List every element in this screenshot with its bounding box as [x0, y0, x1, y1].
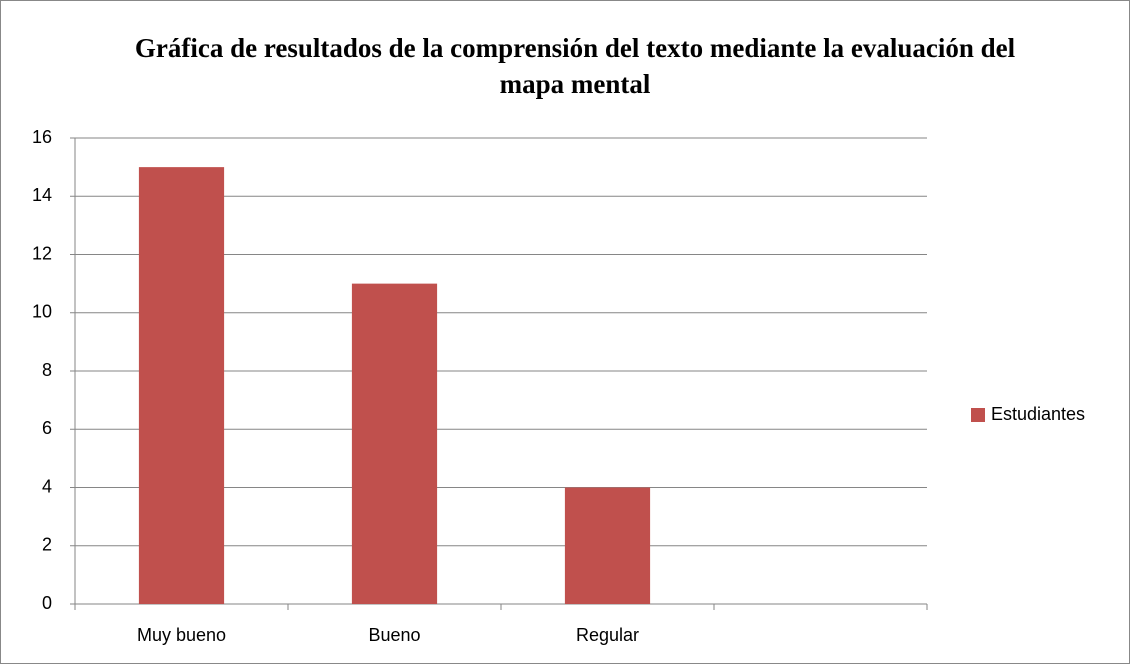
y-tick-label: 6 [42, 418, 52, 438]
y-tick-label: 10 [32, 302, 52, 322]
chart-title: Gráfica de resultados de la comprensión … [134, 33, 1016, 99]
y-tick-label: 2 [42, 535, 52, 555]
bar [564, 487, 651, 604]
x-tick-label: Muy bueno [137, 625, 226, 645]
y-tick-label: 14 [32, 185, 52, 205]
x-tick-label: Regular [576, 625, 639, 645]
legend-swatch [971, 408, 985, 422]
y-tick-label: 0 [42, 593, 52, 613]
y-tick-label: 4 [42, 476, 52, 496]
x-tick-label: Bueno [368, 625, 420, 645]
bar [138, 167, 225, 604]
y-tick-label: 8 [42, 360, 52, 380]
y-tick-label: 12 [32, 243, 52, 263]
bar [351, 283, 438, 604]
legend-label: Estudiantes [991, 404, 1085, 424]
y-tick-label: 16 [32, 127, 52, 147]
